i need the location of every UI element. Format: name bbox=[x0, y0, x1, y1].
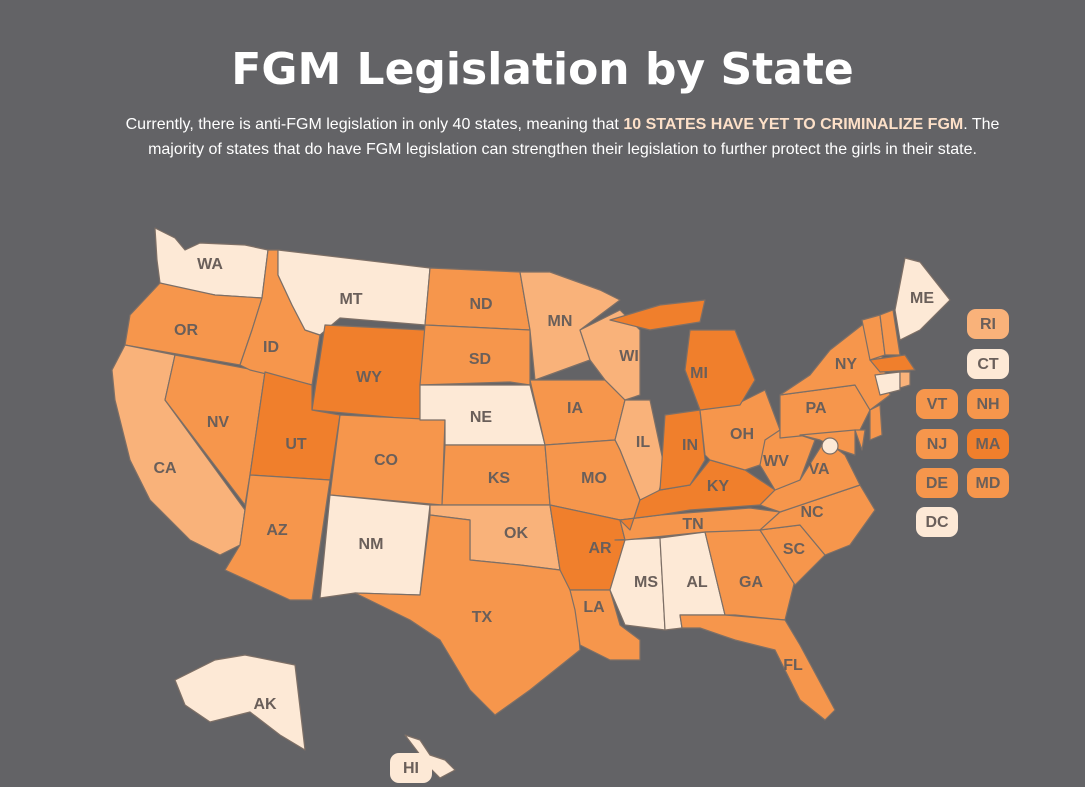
state bbox=[879, 309, 901, 356]
state-pill bbox=[967, 468, 1009, 498]
state-label: WA bbox=[197, 256, 223, 273]
state bbox=[659, 409, 706, 491]
state-label: NV bbox=[207, 414, 230, 431]
state-label: MA bbox=[976, 436, 1001, 453]
state bbox=[854, 429, 866, 451]
state-label: VT bbox=[927, 396, 948, 413]
state bbox=[174, 654, 306, 751]
state-label: LA bbox=[583, 599, 605, 616]
state-pill bbox=[390, 753, 432, 783]
state bbox=[869, 354, 916, 373]
state-label: SD bbox=[469, 351, 491, 368]
state-pill bbox=[967, 429, 1009, 459]
state-label: AZ bbox=[266, 522, 288, 539]
state bbox=[759, 484, 876, 556]
state-label: VA bbox=[808, 461, 829, 478]
state-label: MD bbox=[976, 475, 1001, 492]
state-pill bbox=[967, 389, 1009, 419]
state-label: IN bbox=[682, 437, 698, 454]
intro-text: Currently, there is anti-FGM legislation… bbox=[125, 116, 624, 133]
state bbox=[821, 437, 839, 455]
state bbox=[619, 459, 776, 531]
state-label: ID bbox=[263, 339, 279, 356]
state-label: ND bbox=[469, 296, 492, 313]
state-label: AK bbox=[253, 696, 277, 713]
state-label: NH bbox=[976, 396, 999, 413]
state-pill bbox=[916, 429, 958, 459]
state-label: GA bbox=[739, 574, 763, 591]
state-label: NE bbox=[470, 409, 493, 426]
state-label: MI bbox=[690, 365, 708, 382]
state bbox=[354, 514, 581, 716]
state-label: MN bbox=[548, 313, 573, 330]
state-label: OH bbox=[730, 426, 754, 443]
state-label: CA bbox=[153, 460, 177, 477]
state-label: AR bbox=[588, 540, 612, 557]
state-label: NM bbox=[359, 536, 384, 553]
state-label: MT bbox=[339, 291, 362, 308]
state bbox=[899, 371, 911, 389]
intro: Currently, there is anti-FGM legislation… bbox=[110, 112, 1015, 162]
state-pill bbox=[916, 507, 958, 537]
state-label: HI bbox=[403, 760, 419, 777]
state-pill bbox=[916, 468, 958, 498]
state-label: NC bbox=[800, 504, 824, 521]
state-label: AL bbox=[686, 574, 708, 591]
state-label: NJ bbox=[927, 436, 947, 453]
state bbox=[569, 589, 641, 661]
state bbox=[579, 309, 641, 401]
state bbox=[684, 329, 756, 411]
state-label: MO bbox=[581, 470, 607, 487]
state-label: DE bbox=[926, 475, 949, 492]
state bbox=[679, 614, 836, 721]
state bbox=[419, 324, 531, 386]
intro-highlight: 10 STATES HAVE YET TO CRIMINALIZE FGM bbox=[623, 116, 964, 133]
state-label: KY bbox=[707, 478, 730, 495]
state-pill bbox=[967, 349, 1009, 379]
state-label: OR bbox=[174, 322, 198, 339]
state bbox=[874, 371, 901, 396]
state-label: ME bbox=[910, 290, 934, 307]
state bbox=[894, 257, 951, 341]
state-label: DC bbox=[925, 514, 949, 531]
state-label: FL bbox=[783, 657, 803, 674]
state bbox=[869, 404, 883, 441]
state-label: NY bbox=[835, 356, 858, 373]
state bbox=[759, 439, 861, 513]
state-label: WI bbox=[619, 348, 639, 365]
state-label: WY bbox=[356, 369, 382, 386]
state-label: TN bbox=[682, 516, 703, 533]
state-label: UT bbox=[285, 436, 307, 453]
state-pill bbox=[967, 309, 1009, 339]
state-label: IA bbox=[567, 400, 583, 417]
state bbox=[224, 474, 331, 601]
intro-text: . The majority of states that do have FG… bbox=[148, 116, 1000, 158]
state-label: RI bbox=[980, 316, 996, 333]
state-label: KS bbox=[488, 470, 511, 487]
state-label: PA bbox=[805, 400, 826, 417]
state bbox=[609, 299, 706, 331]
state-label: SC bbox=[783, 541, 806, 558]
state-label: IL bbox=[636, 434, 650, 451]
state-label: CO bbox=[374, 452, 398, 469]
state-label: TX bbox=[472, 609, 493, 626]
state-label: OK bbox=[504, 525, 528, 542]
state-pill bbox=[916, 389, 958, 419]
state-label: CT bbox=[977, 356, 999, 373]
state-label: MS bbox=[634, 574, 658, 591]
title: FGM Legislation by State bbox=[231, 44, 854, 95]
state-label: WV bbox=[763, 453, 789, 470]
